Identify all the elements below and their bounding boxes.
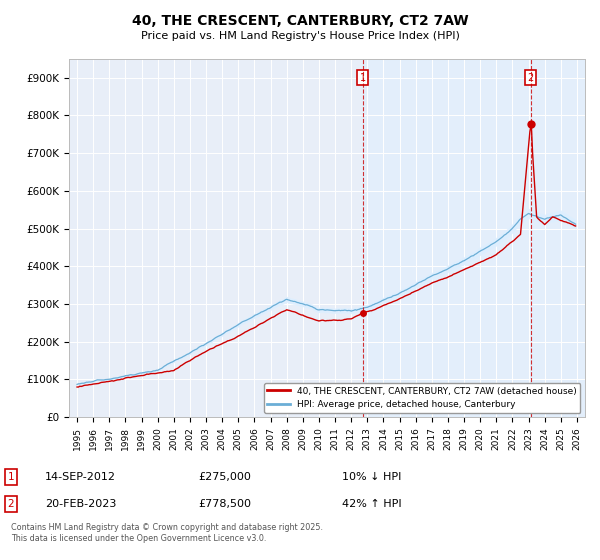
Legend: 40, THE CRESCENT, CANTERBURY, CT2 7AW (detached house), HPI: Average price, deta: 40, THE CRESCENT, CANTERBURY, CT2 7AW (d… — [264, 383, 580, 413]
Text: 2: 2 — [527, 73, 534, 83]
Text: This data is licensed under the Open Government Licence v3.0.: This data is licensed under the Open Gov… — [11, 534, 266, 543]
Text: 1: 1 — [7, 472, 14, 482]
Text: 10% ↓ HPI: 10% ↓ HPI — [342, 472, 401, 482]
Text: £778,500: £778,500 — [198, 499, 251, 509]
Text: £275,000: £275,000 — [198, 472, 251, 482]
Text: 14-SEP-2012: 14-SEP-2012 — [45, 472, 116, 482]
Text: Contains HM Land Registry data © Crown copyright and database right 2025.: Contains HM Land Registry data © Crown c… — [11, 523, 323, 532]
Text: 2: 2 — [7, 499, 14, 509]
Text: 1: 1 — [360, 73, 366, 83]
Text: 42% ↑ HPI: 42% ↑ HPI — [342, 499, 401, 509]
Text: Price paid vs. HM Land Registry's House Price Index (HPI): Price paid vs. HM Land Registry's House … — [140, 31, 460, 41]
Text: 20-FEB-2023: 20-FEB-2023 — [45, 499, 116, 509]
Text: 40, THE CRESCENT, CANTERBURY, CT2 7AW: 40, THE CRESCENT, CANTERBURY, CT2 7AW — [131, 14, 469, 28]
Bar — [363, 59, 585, 417]
